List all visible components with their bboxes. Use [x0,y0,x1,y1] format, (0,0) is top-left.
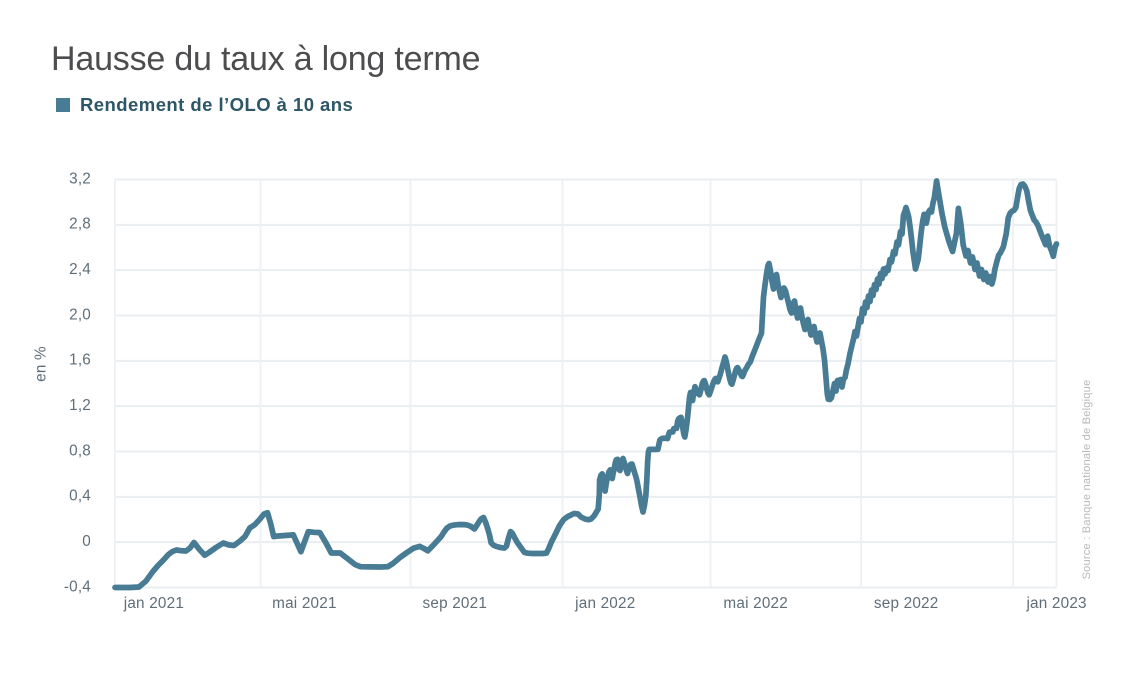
svg-text:0,8: 0,8 [69,442,91,459]
svg-text:Source : Banque nationale de B: Source : Banque nationale de Belgique [1081,380,1093,580]
svg-text:2,8: 2,8 [69,216,91,233]
svg-text:mai 2021: mai 2021 [272,595,337,612]
svg-text:1,2: 1,2 [69,397,91,414]
svg-text:mai 2022: mai 2022 [723,595,788,612]
svg-text:0: 0 [82,533,91,550]
svg-text:2,0: 2,0 [69,306,91,323]
svg-text:jan 2023: jan 2023 [1025,595,1086,612]
svg-text:jan 2022: jan 2022 [574,595,635,612]
svg-text:sep 2022: sep 2022 [874,595,939,612]
svg-text:sep 2021: sep 2021 [423,595,488,612]
svg-text:1,6: 1,6 [69,352,91,369]
svg-text:jan 2021: jan 2021 [123,595,184,612]
svg-text:3,2: 3,2 [69,170,91,187]
svg-text:0,4: 0,4 [69,488,91,505]
svg-text:-0,4: -0,4 [64,578,91,595]
svg-text:2,4: 2,4 [69,261,91,278]
svg-text:en %: en % [33,346,50,382]
